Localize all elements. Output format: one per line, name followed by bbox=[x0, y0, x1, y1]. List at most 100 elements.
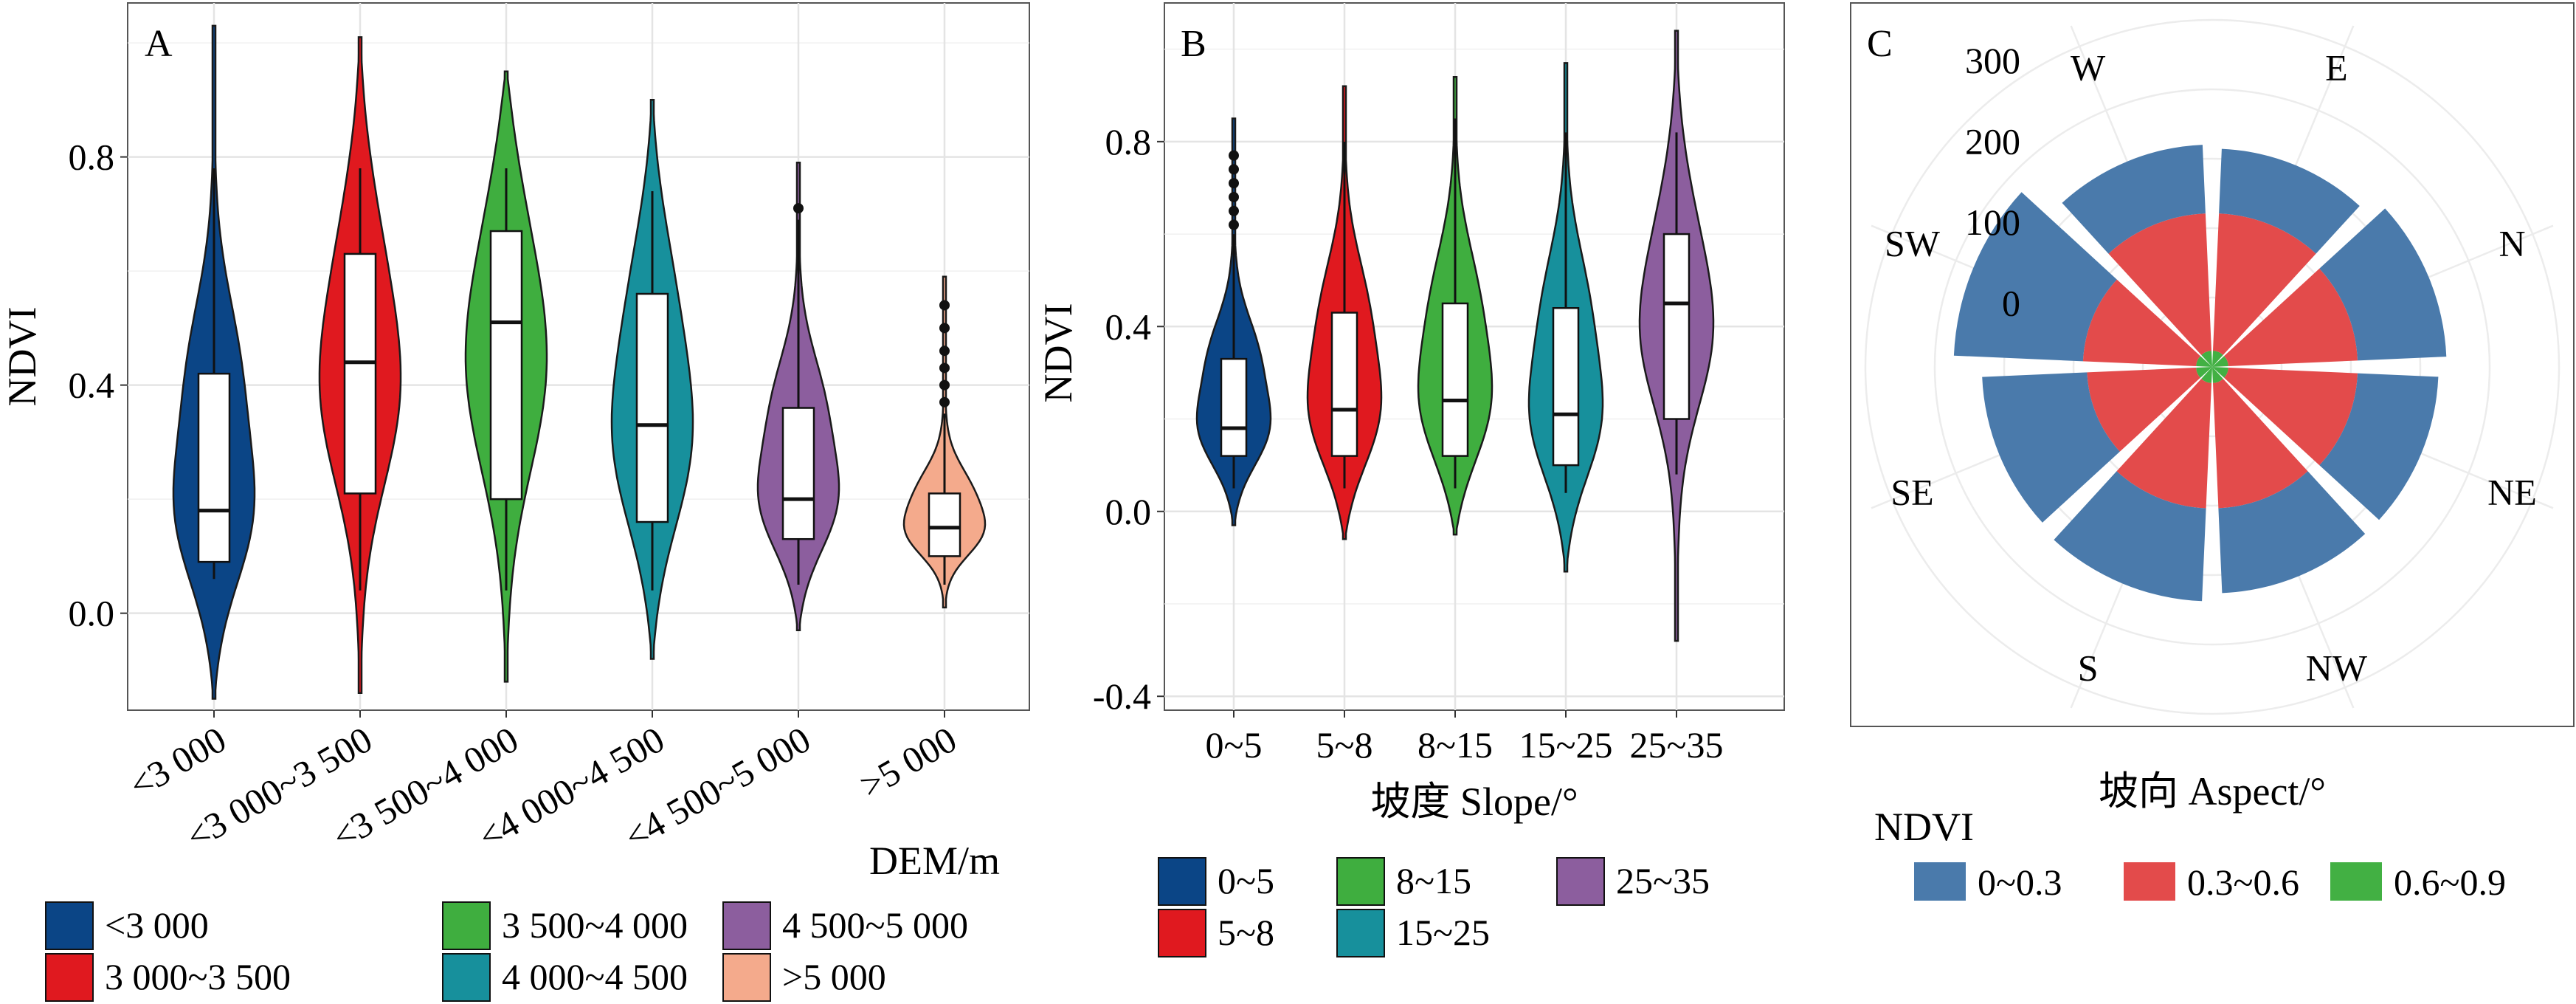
legend-label: 25~35 bbox=[1616, 860, 1710, 901]
legend-swatch bbox=[45, 901, 94, 950]
legend-label: 8~15 bbox=[1396, 860, 1471, 901]
outlier-point bbox=[1229, 205, 1239, 216]
legend-label: >5 000 bbox=[782, 956, 886, 997]
polar-gridline bbox=[2141, 296, 2283, 438]
legend-label: 15~25 bbox=[1396, 912, 1490, 953]
panel-b: -0.4 0.0 0.4 0.8 0~5 5~8 8~15 15~25 25~35 B NDV… bbox=[1036, 2, 1785, 957]
panel-c-radial-axis: 0 100 200 300 bbox=[1965, 40, 2020, 324]
legend-label: 0~0.3 bbox=[1978, 862, 2062, 903]
polar-bar-segment bbox=[2212, 367, 2228, 378]
panel-b-y-axis-title: NDVI bbox=[1036, 303, 1080, 403]
outlier-point bbox=[793, 203, 804, 214]
aspect-label: SE bbox=[1890, 471, 1933, 512]
polar-gridline bbox=[2072, 227, 2352, 507]
x-tick-label: <3 000 bbox=[122, 718, 233, 806]
panel-c-label: C bbox=[1867, 23, 1893, 65]
aspect-label: N bbox=[2499, 223, 2525, 264]
legend-swatch bbox=[2124, 862, 2175, 901]
legend-swatch bbox=[722, 953, 771, 1002]
outlier-point bbox=[1229, 219, 1239, 230]
box-body bbox=[1552, 307, 1580, 467]
polar-bar-segment bbox=[1953, 192, 2117, 362]
panel-c-bars bbox=[1953, 145, 2447, 602]
panel-a-y-axis-title: NDVI bbox=[0, 307, 44, 407]
outlier-point bbox=[1229, 164, 1239, 175]
panel-c-x-axis-title: 坡向 Aspect/° bbox=[2099, 769, 2326, 814]
legend-swatch bbox=[722, 901, 771, 950]
polar-gridline bbox=[1933, 88, 2491, 646]
box-body bbox=[1662, 233, 1691, 420]
aspect-label: NW bbox=[2306, 647, 2368, 689]
box-body bbox=[1220, 357, 1248, 457]
polar-bar-segment bbox=[2108, 213, 2211, 355]
polar-bar-segment bbox=[2054, 471, 2206, 602]
panel-b-x-axis-title: 坡度 Slope/° bbox=[1370, 780, 1578, 824]
radial-tick-label: 200 bbox=[1965, 120, 2020, 162]
panel-a-label: A bbox=[145, 23, 173, 65]
x-tick-label: >5 000 bbox=[853, 718, 964, 806]
box-body bbox=[635, 292, 669, 523]
y-tick-label: 0.0 bbox=[1105, 491, 1152, 532]
box-body bbox=[343, 252, 377, 495]
panel-a: 0.0 0.4 0.8 <3 000<3 000~3 500<3 500~4 000… bbox=[0, 2, 1030, 1002]
box-body bbox=[197, 372, 231, 563]
legend-swatch bbox=[1158, 857, 1206, 906]
polar-bar-segment bbox=[2212, 351, 2223, 367]
outlier-point bbox=[939, 396, 950, 408]
polar-bar-segment bbox=[2218, 471, 2366, 594]
radial-tick-label: 100 bbox=[1965, 202, 2020, 243]
aspect-label: S bbox=[2078, 647, 2099, 689]
polar-bar-segment bbox=[2224, 268, 2358, 366]
legend-swatch bbox=[45, 953, 94, 1002]
polar-bar-segment bbox=[2212, 356, 2228, 367]
polar-bar-segment bbox=[2087, 368, 2200, 452]
outlier-point bbox=[939, 362, 950, 374]
panel-a-frame bbox=[127, 2, 1030, 711]
radial-tick-label: 0 bbox=[2002, 282, 2020, 323]
box-body bbox=[781, 407, 815, 540]
x-tick-label: 5~8 bbox=[1316, 724, 1372, 766]
polar-bar-segment bbox=[2196, 356, 2212, 367]
polar-gridline bbox=[2003, 157, 2422, 577]
legend-label: 4 500~5 000 bbox=[782, 904, 968, 946]
box-body bbox=[489, 230, 523, 501]
panel-b-violins bbox=[1195, 30, 1715, 642]
polar-bar-segment bbox=[2219, 148, 2360, 254]
y-tick-label: -0.4 bbox=[1093, 675, 1151, 717]
outlier-point bbox=[1229, 191, 1239, 202]
panel-a-legend: <3 000 3 000~3 500 3 500~4 000 4 000~4 500 4… bbox=[45, 901, 968, 1002]
polar-bar-segment bbox=[2213, 213, 2316, 355]
outlier-point bbox=[939, 379, 950, 391]
legend-swatch bbox=[1336, 857, 1385, 906]
legend-swatch bbox=[442, 901, 491, 950]
polar-bar-segment bbox=[2201, 351, 2212, 367]
aspect-label: W bbox=[2071, 47, 2106, 88]
x-tick-label: 0~5 bbox=[1205, 724, 1262, 766]
box-body bbox=[1441, 302, 1469, 457]
legend-label: 0.6~0.9 bbox=[2394, 862, 2506, 903]
legend-swatch bbox=[1158, 909, 1206, 957]
panel-b-x-axis: 0~5 5~8 8~15 15~25 25~35 bbox=[1205, 710, 1724, 766]
x-tick-label: 8~15 bbox=[1418, 724, 1493, 766]
panel-c: 0 100 200 300 E N NE NW S SE SW W C 坡向 Aspect/° ND… bbox=[1850, 2, 2575, 903]
y-tick-label: 0.8 bbox=[69, 137, 115, 178]
x-tick-label: 25~35 bbox=[1629, 724, 1723, 766]
box-body bbox=[928, 492, 961, 557]
aspect-label: NE bbox=[2487, 471, 2537, 512]
polar-bar-segment bbox=[2213, 379, 2308, 509]
y-tick-label: 0.4 bbox=[1105, 306, 1152, 347]
aspect-label: E bbox=[2325, 47, 2348, 88]
legend-label: 0.3~0.6 bbox=[2187, 862, 2299, 903]
legend-label: 4 000~4 500 bbox=[502, 956, 688, 997]
legend-label: 3 000~3 500 bbox=[105, 956, 291, 997]
panel-b-y-axis: -0.4 0.0 0.4 0.8 bbox=[1093, 121, 1164, 717]
legend-swatch bbox=[1914, 862, 1966, 901]
panel-c-legend-title: NDVI bbox=[1874, 805, 1974, 849]
polar-bar-segment bbox=[1982, 372, 2120, 523]
polar-bar-segment bbox=[2224, 368, 2358, 466]
y-tick-label: 0.8 bbox=[1105, 121, 1152, 162]
polar-bar-segment bbox=[2201, 367, 2212, 383]
legend-swatch bbox=[442, 953, 491, 1002]
panel-b-legend: 0~5 5~8 8~15 15~25 25~35 bbox=[1158, 857, 1710, 957]
